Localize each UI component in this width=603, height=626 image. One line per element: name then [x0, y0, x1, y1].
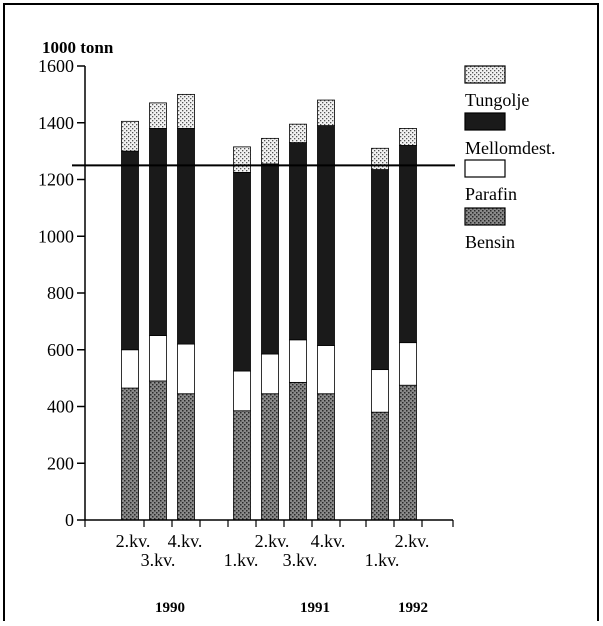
- bar-segment-mellomdest--6: [289, 142, 307, 341]
- legend: Tungolje Mellomdest. Parafin Bensin: [464, 65, 556, 252]
- bar-segment-mellomdest--9: [399, 145, 417, 344]
- bar-segment-tungolje-3: [177, 93, 195, 129]
- bar-segment-parafin-5: [261, 353, 279, 395]
- x-tick-label: 4.kv.: [311, 531, 346, 551]
- bar-segment-bensin-9: [399, 384, 417, 521]
- bar-segment-tungolje-4: [233, 146, 251, 173]
- y-tick-label: 800: [47, 283, 74, 303]
- bar-segment-tungolje-5: [261, 137, 279, 165]
- bar-segment-mellomdest--8: [371, 169, 389, 371]
- legend-label: Mellomdest.: [465, 138, 556, 158]
- bar-segment-bensin-8: [371, 411, 389, 521]
- y-tick-label: 1600: [38, 56, 74, 76]
- x-tick-label: 1.kv.: [365, 550, 400, 570]
- year-label: 1992: [398, 600, 428, 616]
- plot-area: 020040060080010001200140016002.kv.3.kv.4…: [38, 56, 455, 616]
- bar-segment-tungolje-1: [121, 120, 139, 152]
- bar-segment-parafin-3: [177, 343, 195, 395]
- x-tick-label: 2.kv.: [116, 531, 151, 551]
- bar-segment-parafin-7: [317, 345, 335, 395]
- bar-segment-bensin-3: [177, 393, 195, 521]
- bar-segment-parafin-8: [371, 369, 389, 413]
- x-tick-label: 2.kv.: [255, 531, 290, 551]
- x-tick-label: 3.kv.: [283, 550, 318, 570]
- bar-segment-parafin-1: [121, 349, 139, 389]
- year-label: 1990: [155, 600, 185, 616]
- bar-segment-bensin-5: [261, 393, 279, 521]
- legend-swatch-parafin: [464, 159, 506, 178]
- y-tick-label: 600: [47, 340, 74, 360]
- bar-segment-mellomdest--3: [177, 128, 195, 345]
- bar-segment-bensin-2: [149, 380, 167, 521]
- y-axis-title: 1000 tonn: [42, 38, 114, 57]
- bar-segment-parafin-6: [289, 339, 307, 383]
- bar-segment-mellomdest--5: [261, 163, 279, 355]
- bar-segment-tungolje-7: [317, 99, 335, 126]
- bar-segment-mellomdest--4: [233, 172, 251, 372]
- legend-label: Parafin: [465, 184, 517, 204]
- bar-segment-parafin-4: [233, 370, 251, 412]
- y-tick-label: 1000: [38, 226, 74, 246]
- y-tick-label: 1200: [38, 170, 74, 190]
- x-tick-label: 1.kv.: [224, 550, 259, 570]
- legend-swatch-tungolje: [464, 65, 506, 84]
- bar-segment-tungolje-2: [149, 102, 167, 129]
- legend-label: Tungolje: [465, 90, 529, 110]
- y-tick-label: 400: [47, 397, 74, 417]
- legend-swatch-mellomdest: [464, 112, 506, 131]
- legend-swatch-bensin: [464, 207, 506, 226]
- legend-label: Bensin: [465, 232, 515, 252]
- y-tick-label: 0: [65, 510, 74, 530]
- bar-segment-mellomdest--2: [149, 128, 167, 336]
- bar-segment-bensin-7: [317, 393, 335, 521]
- bar-segment-bensin-1: [121, 387, 139, 521]
- bar-segment-parafin-2: [149, 335, 167, 382]
- bar-segment-parafin-9: [399, 342, 417, 386]
- bar-segment-tungolje-6: [289, 123, 307, 144]
- y-tick-label: 200: [47, 453, 74, 473]
- bar-segment-bensin-6: [289, 381, 307, 521]
- y-tick-label: 1400: [38, 113, 74, 133]
- x-tick-label: 4.kv.: [168, 531, 203, 551]
- year-label: 1991: [300, 600, 330, 616]
- bar-segment-tungolje-8: [371, 147, 389, 170]
- x-tick-label: 2.kv.: [395, 531, 430, 551]
- x-tick-label: 3.kv.: [141, 550, 176, 570]
- bar-segment-mellomdest--1: [121, 150, 139, 351]
- bar-segment-tungolje-9: [399, 128, 417, 146]
- bar-segment-bensin-4: [233, 410, 251, 521]
- bar-segment-mellomdest--7: [317, 125, 335, 346]
